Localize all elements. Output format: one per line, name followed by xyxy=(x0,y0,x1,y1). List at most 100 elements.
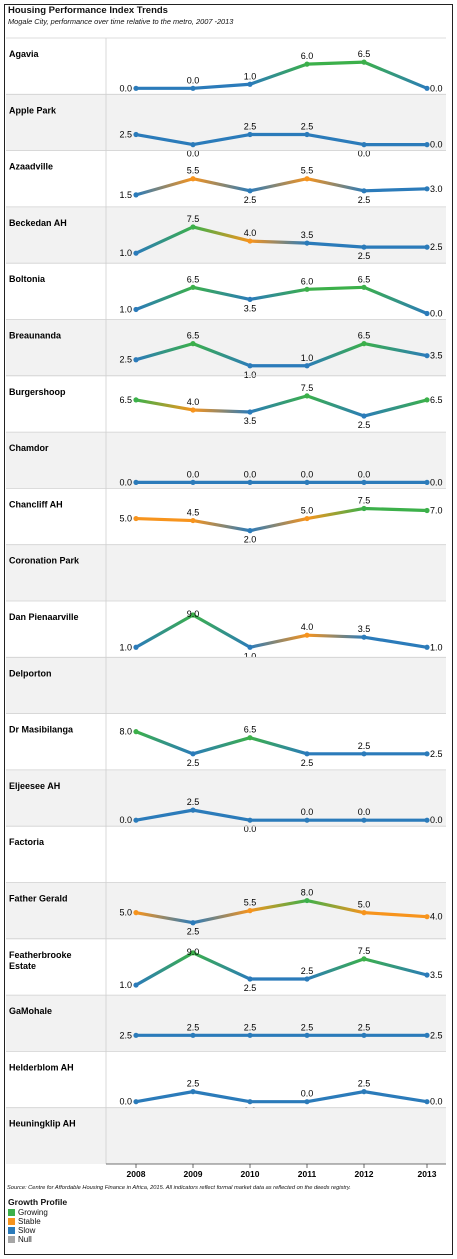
data-label-dan-pienaarville-2013: 1.0 xyxy=(430,642,443,652)
data-point-chancliff-ah-2008 xyxy=(133,515,139,522)
data-point-dan-pienaarville-2012 xyxy=(361,634,367,640)
data-label-eljeesee-ah-2008: 0.0 xyxy=(119,815,132,825)
data-point-chamdor-2012 xyxy=(361,479,367,485)
data-label-gamohale-2012: 2.5 xyxy=(358,1022,371,1032)
data-point-chamdor-2010 xyxy=(247,479,253,485)
data-label-father-gerald-2011: 8.0 xyxy=(301,888,314,898)
data-label-dr-masibilanga-2008: 8.0 xyxy=(119,727,132,737)
data-label-burgershoop-2010: 3.5 xyxy=(244,416,257,426)
data-point-boltonia-2010 xyxy=(247,296,253,302)
data-label-dan-pienaarville-2012: 3.5 xyxy=(358,624,371,634)
data-label-featherbrooke-estate-2012: 7.5 xyxy=(358,946,371,956)
line-segment-burgershoop-2010-2011 xyxy=(248,394,309,414)
data-point-chancliff-ah-2010 xyxy=(247,528,253,534)
data-label-breaunanda-2009: 6.5 xyxy=(187,331,200,341)
data-point-dan-pienaarville-2011 xyxy=(304,632,310,638)
data-label-featherbrooke-estate-2013: 3.5 xyxy=(430,970,443,980)
line-segment-dan-pienaarville-2012-2013 xyxy=(362,635,429,649)
line-segment-eljeesee-ah-2009-2010 xyxy=(191,808,252,822)
legend-swatch-stable xyxy=(8,1218,15,1225)
data-label-beckedan-ah-2010: 4.0 xyxy=(244,228,257,238)
data-label-dr-masibilanga-2009: 2.5 xyxy=(187,758,200,768)
x-tick-label-2012: 2012 xyxy=(355,1169,374,1179)
row-band-eljeesee-ah xyxy=(6,769,446,827)
row-band-father-gerald xyxy=(6,882,446,939)
chart-subtitle: Mogale City, performance over time relat… xyxy=(8,17,234,26)
data-label-dr-masibilanga-2012: 2.5 xyxy=(358,741,371,751)
data-label-azaadville-2013: 3.0 xyxy=(430,184,443,194)
data-point-dan-pienaarville-2013 xyxy=(424,644,430,650)
data-point-helderblom-ah-2008 xyxy=(133,1099,139,1105)
line-segment-burgershoop-2009-2010 xyxy=(191,408,252,414)
data-label-apple-park-2008: 2.5 xyxy=(119,130,132,140)
data-point-agavia-2009 xyxy=(190,85,196,91)
data-label-chancliff-ah-2010: 2.0 xyxy=(244,535,257,545)
data-label-featherbrooke-estate-2009: 9.0 xyxy=(187,947,200,957)
data-point-breaunanda-2012 xyxy=(361,341,367,347)
data-point-father-gerald-2010 xyxy=(247,908,253,914)
data-point-boltonia-2011 xyxy=(304,286,310,292)
data-label-helderblom-ah-2013: 0.0 xyxy=(430,1097,443,1107)
data-label-dan-pienaarville-2008: 1.0 xyxy=(119,642,132,652)
row-label-coronation-park: Coronation Park xyxy=(9,556,80,566)
line-segment-agavia-2009-2010 xyxy=(191,82,252,90)
data-point-helderblom-ah-2013 xyxy=(424,1099,430,1105)
data-point-chancliff-ah-2012 xyxy=(361,505,367,512)
legend-label-slow: Slow xyxy=(18,1226,36,1235)
row-label-burgershoop: Burgershoop xyxy=(9,387,66,397)
data-point-featherbrooke-estate-2013 xyxy=(424,972,430,978)
legend-item-stable: Stable xyxy=(8,1217,67,1226)
row-label-factoria: Factoria xyxy=(9,837,45,847)
data-label-dr-masibilanga-2010: 6.5 xyxy=(244,725,257,735)
data-point-dan-pienaarville-2009 xyxy=(190,612,196,618)
data-label-agavia-2010: 1.0 xyxy=(244,71,257,81)
data-label-eljeesee-ah-2010: 0.0 xyxy=(244,824,257,834)
data-label-dan-pienaarville-2011: 4.0 xyxy=(301,622,314,632)
x-tick-label-2010: 2010 xyxy=(241,1169,260,1179)
line-segment-dr-masibilanga-2009-2010 xyxy=(191,736,252,756)
data-point-apple-park-2013 xyxy=(424,142,430,148)
row-label-helderblom-ah: Helderblom AH xyxy=(9,1062,74,1072)
line-segment-azaadville-2011-2012 xyxy=(305,177,366,193)
row-band-breaunanda xyxy=(6,319,446,376)
data-label-boltonia-2012: 6.5 xyxy=(358,274,371,284)
data-point-featherbrooke-estate-2011 xyxy=(304,976,310,982)
line-segment-father-gerald-2011-2012 xyxy=(305,898,366,915)
data-point-breaunanda-2011 xyxy=(304,363,310,369)
data-point-agavia-2013 xyxy=(424,85,430,91)
line-segment-featherbrooke-estate-2012-2013 xyxy=(362,957,429,977)
data-label-agavia-2013: 0.0 xyxy=(430,83,443,93)
data-label-eljeesee-ah-2012: 0.0 xyxy=(358,807,371,817)
legend-item-growing: Growing xyxy=(8,1208,67,1217)
data-point-featherbrooke-estate-2009 xyxy=(190,950,196,956)
data-point-apple-park-2012 xyxy=(361,142,367,148)
data-label-boltonia-2010: 3.5 xyxy=(244,303,257,313)
row-label-heuningklip-ah: Heuningklip AH xyxy=(9,1119,76,1129)
data-point-helderblom-ah-2012 xyxy=(361,1089,367,1095)
data-point-apple-park-2010 xyxy=(247,131,253,138)
data-point-eljeesee-ah-2011 xyxy=(304,817,310,823)
data-point-azaadville-2012 xyxy=(361,188,367,194)
line-segment-father-gerald-2008-2009 xyxy=(134,911,195,925)
data-label-beckedan-ah-2009: 7.5 xyxy=(187,214,200,224)
legend-item-slow: Slow xyxy=(8,1226,67,1235)
data-label-chamdor-2008: 0.0 xyxy=(119,477,132,487)
line-segment-burgershoop-2012-2013 xyxy=(362,398,429,418)
data-label-breaunanda-2013: 3.5 xyxy=(430,351,443,361)
data-point-helderblom-ah-2010 xyxy=(247,1099,253,1105)
data-label-chancliff-ah-2011: 5.0 xyxy=(301,506,314,516)
data-point-beckedan-ah-2010 xyxy=(247,238,253,244)
row-label-agavia: Agavia xyxy=(9,49,40,59)
data-label-gamohale-2013: 2.5 xyxy=(430,1030,443,1040)
line-segment-dan-pienaarville-2010-2011 xyxy=(248,633,309,649)
data-point-burgershoop-2011 xyxy=(304,393,310,399)
line-segment-azaadville-2010-2011 xyxy=(248,177,309,193)
line-segment-boltonia-2009-2010 xyxy=(191,285,252,301)
data-label-agavia-2009: 0.0 xyxy=(187,75,200,85)
data-point-dr-masibilanga-2011 xyxy=(304,751,310,757)
legend: Growth Profile Growing Stable Slow Null xyxy=(8,1197,67,1244)
data-point-burgershoop-2009 xyxy=(190,407,196,413)
data-point-eljeesee-ah-2013 xyxy=(424,817,430,823)
row-band-delporton xyxy=(6,657,446,714)
data-point-gamohale-2009 xyxy=(190,1032,196,1038)
